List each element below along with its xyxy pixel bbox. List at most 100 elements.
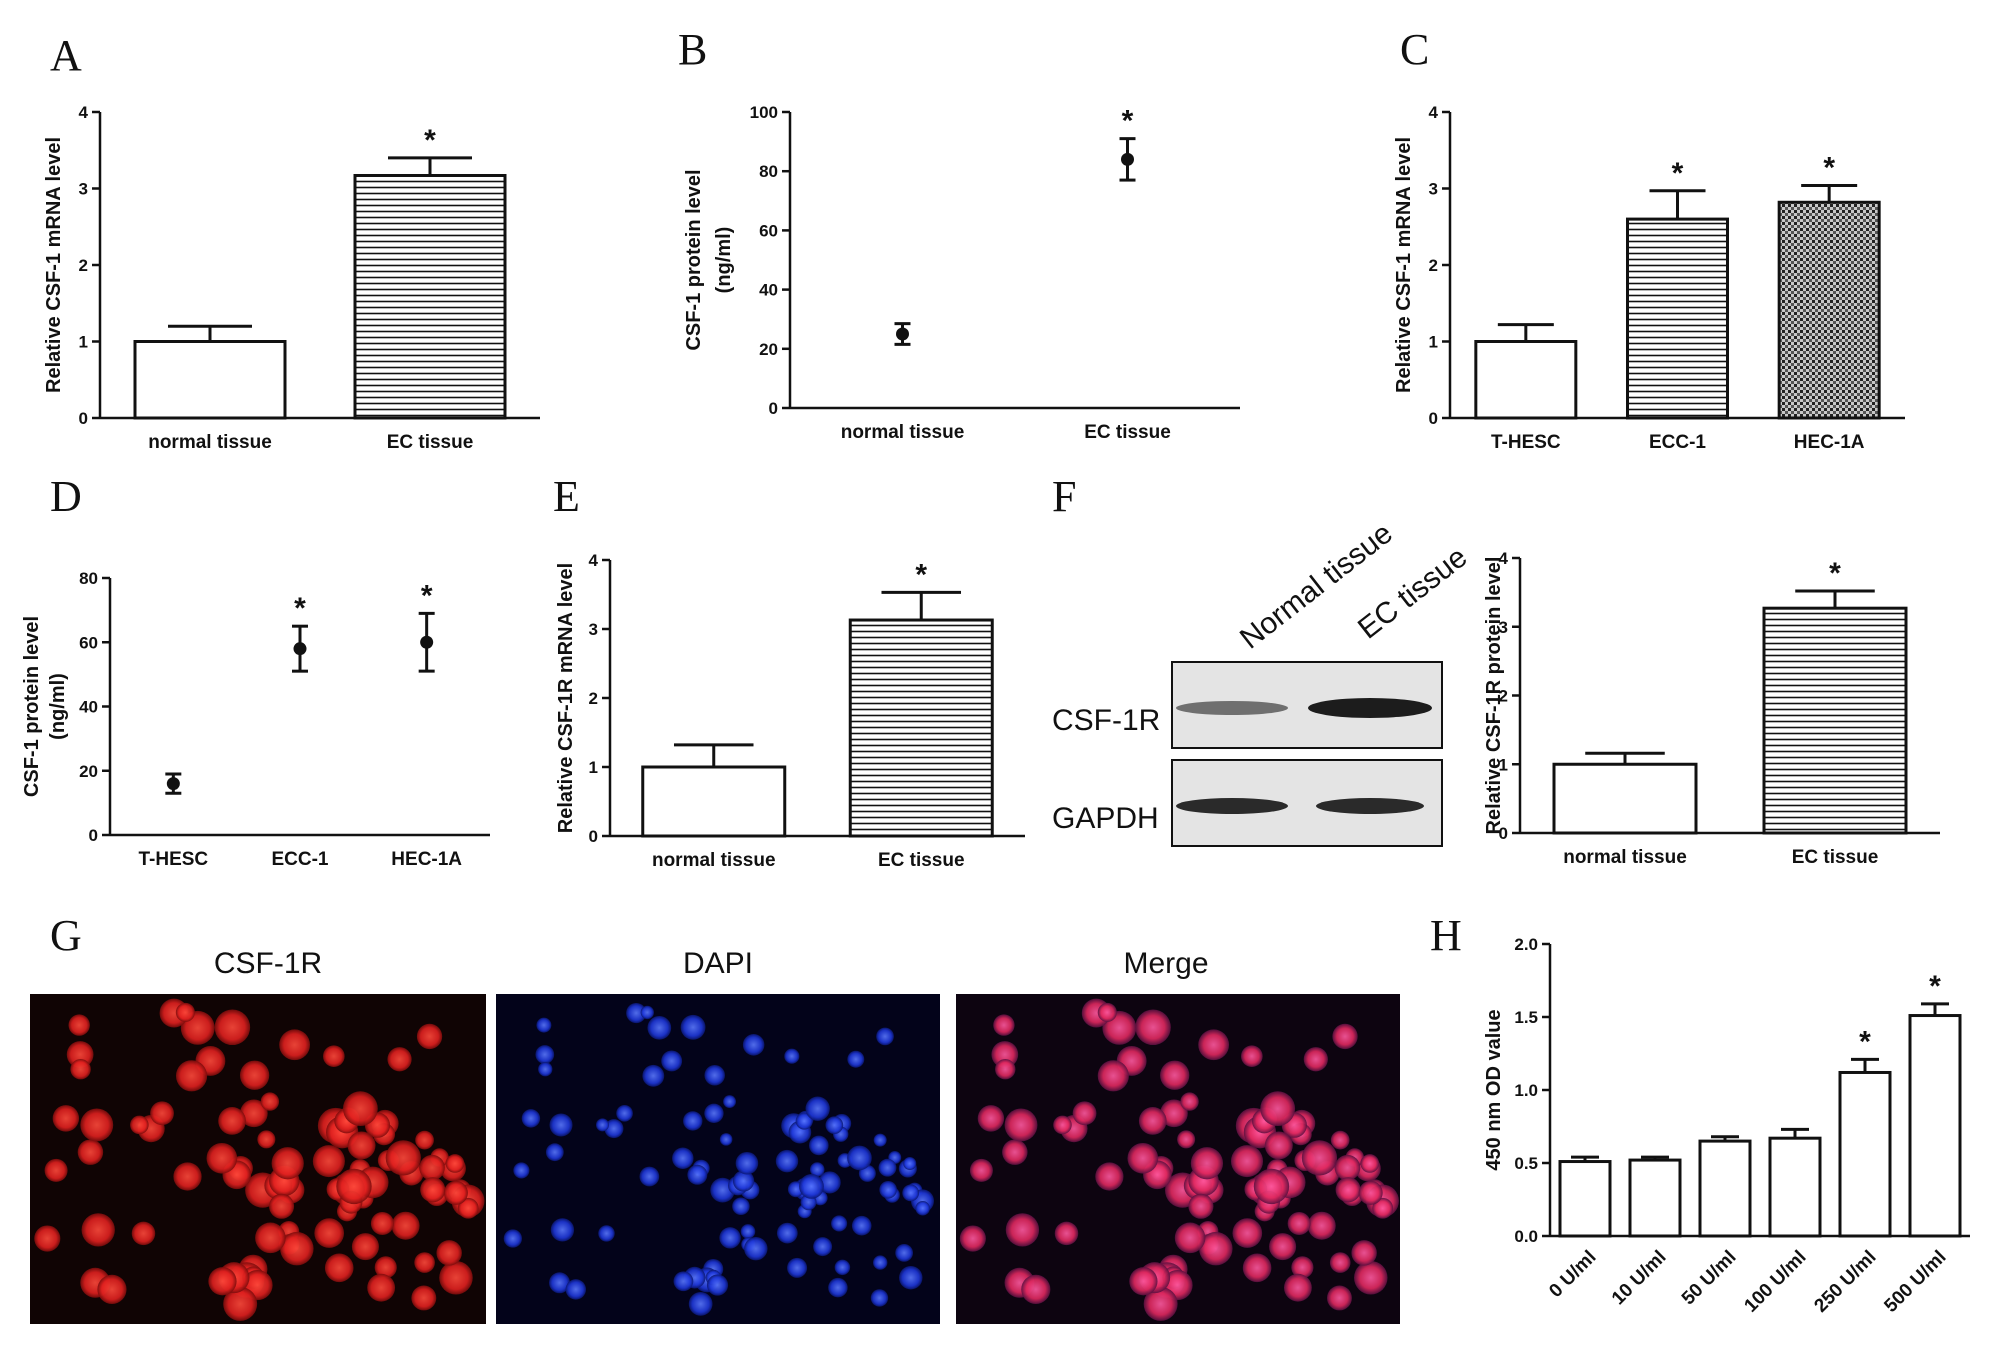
cells-dapi [503, 1002, 935, 1316]
y-tick-label-c: 4 [1429, 103, 1439, 122]
significance-d: * [421, 579, 433, 612]
cell-merge [1180, 1092, 1199, 1111]
cell-dapi [732, 1170, 755, 1192]
y-axis-label-f: Relative CSF-1R protein level [1483, 557, 1505, 835]
y-tick-label-f: 3 [1499, 618, 1508, 637]
cell-csf1r [255, 1222, 286, 1254]
cell-dapi [784, 1048, 800, 1064]
bar-c [1777, 200, 1881, 420]
cell-csf1r [312, 1145, 345, 1178]
chart-h: 0.0 0.5 1.0 1.5 2.0 450 nm OD value 0 U/ml 10 U… [1483, 935, 1970, 1317]
y-tick-label-e: 2 [589, 689, 598, 708]
y-tick-label-f: 1 [1499, 755, 1508, 774]
cell-merge [1177, 1130, 1196, 1149]
cell-merge [1332, 1023, 1358, 1050]
y-tick-label-c: 2 [1429, 256, 1438, 275]
cell-csf1r [239, 1060, 270, 1090]
bar-h [1558, 1160, 1612, 1238]
y-tick-label-b: 80 [759, 162, 778, 181]
cell-csf1r [445, 1154, 465, 1173]
cell-merge [1230, 1145, 1264, 1178]
cell-merge [1269, 1233, 1297, 1261]
cell-dapi [598, 1225, 615, 1242]
cell-merge [1351, 1240, 1377, 1266]
cell-csf1r [367, 1273, 396, 1302]
cell-merge [1097, 1002, 1117, 1022]
significance-b: * [1122, 105, 1134, 138]
cell-csf1r [175, 1060, 208, 1092]
significance-h: * [1929, 970, 1941, 1003]
cell-merge [1360, 1154, 1380, 1173]
cell-csf1r [415, 1130, 434, 1150]
cell-csf1r [44, 1158, 68, 1182]
x-tick-label-b: EC tissue [1084, 422, 1171, 443]
cell-csf1r [77, 1139, 104, 1165]
cell-merge [1174, 1222, 1206, 1254]
panel-letter-e: E [553, 472, 580, 521]
cell-dapi [642, 1064, 665, 1087]
y-axis-label-a: Relative CSF-1 mRNA level [43, 137, 65, 393]
cell-merge [1160, 1099, 1188, 1128]
significance-e: * [915, 558, 927, 591]
y-tick-label-h: 0.5 [1514, 1154, 1538, 1173]
cell-dapi [673, 1271, 694, 1292]
cell-dapi [672, 1147, 694, 1169]
point-d [293, 642, 307, 656]
x-tick-label-d: ECC-1 [271, 849, 328, 870]
blot-band-csf1r-ec [1308, 698, 1432, 718]
cell-dapi [538, 1062, 553, 1077]
cell-dapi [683, 1111, 703, 1131]
cell-merge [1054, 1221, 1079, 1246]
cell-merge [1188, 1193, 1214, 1219]
cell-dapi [775, 1149, 799, 1173]
cell-csf1r [439, 1260, 473, 1295]
cell-dapi [550, 1218, 575, 1242]
cell-merge [1260, 1091, 1296, 1127]
cell-csf1r [214, 1009, 251, 1046]
cell-csf1r [97, 1274, 127, 1304]
cell-dapi [626, 1002, 647, 1024]
y-tick-label-h: 2.0 [1514, 935, 1538, 954]
cell-csf1r [280, 1231, 314, 1266]
bar-h [1768, 1136, 1822, 1238]
y-axis-label-d: CSF-1 protein level [21, 616, 43, 797]
x-tick-label-b: normal tissue [841, 422, 965, 443]
y-tick-label-b: 100 [750, 103, 778, 122]
x-tick-label-d: HEC-1A [391, 849, 462, 870]
cell-merge [1053, 1115, 1072, 1135]
cell-dapi [535, 1045, 555, 1064]
cell-merge [959, 1225, 986, 1252]
significance-f: * [1829, 557, 1841, 590]
cell-dapi [604, 1119, 624, 1139]
significance-c: * [1823, 151, 1835, 184]
y-tick-label-a: 2 [79, 256, 88, 275]
micro-title-csf1r: CSF-1R [214, 947, 322, 980]
cell-csf1r [420, 1177, 446, 1203]
cell-dapi [513, 1162, 530, 1179]
cell-dapi [809, 1162, 825, 1177]
y-axis-label-h: 450 nm OD value [1483, 1009, 1505, 1170]
cell-merge [1004, 1108, 1038, 1142]
cell-dapi [704, 1064, 725, 1086]
cell-csf1r [257, 1130, 276, 1149]
cell-dapi [640, 1005, 654, 1020]
cell-dapi [565, 1279, 587, 1300]
y-tick-label-b: 0 [769, 399, 778, 418]
y-tick-label-d: 40 [79, 698, 98, 717]
cell-merge [1005, 1213, 1040, 1247]
cell-csf1r [457, 1197, 479, 1219]
cell-csf1r [218, 1107, 246, 1135]
cell-csf1r [370, 1211, 394, 1235]
cell-dapi [521, 1109, 541, 1128]
cell-dapi [895, 1243, 914, 1262]
cell-dapi [903, 1156, 917, 1171]
y-tick-label-h: 1.5 [1514, 1008, 1538, 1027]
bar-c [1626, 217, 1729, 420]
cell-merge [995, 1058, 1016, 1080]
cell-csf1r [269, 1193, 295, 1219]
cell-merge [1372, 1197, 1394, 1219]
y-tick-label-d: 20 [79, 762, 98, 781]
cell-merge [1287, 1211, 1311, 1235]
bar-h [1838, 1070, 1892, 1238]
